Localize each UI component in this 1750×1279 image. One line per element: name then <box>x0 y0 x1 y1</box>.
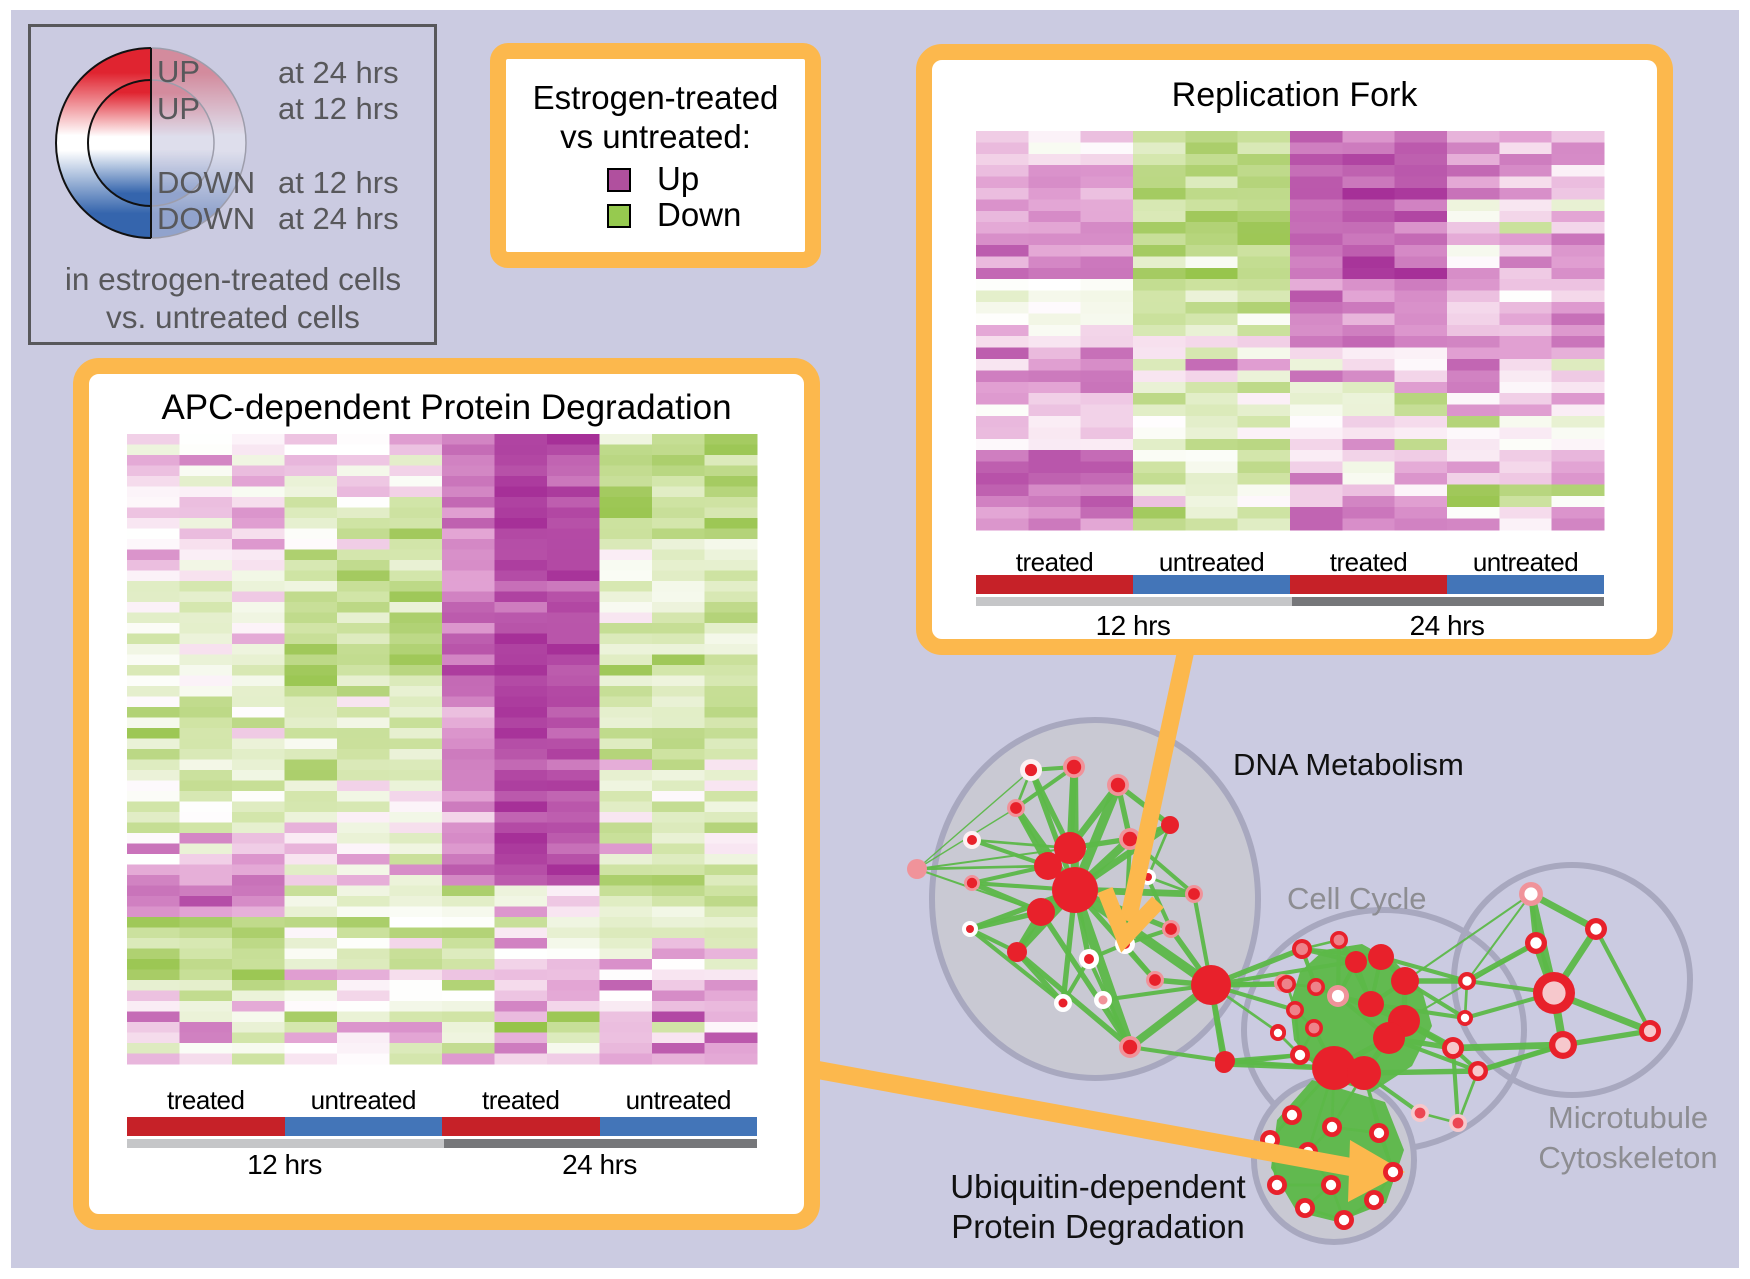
svg-text:Cytoskeleton: Cytoskeleton <box>1538 1140 1717 1175</box>
svg-text:DNA Metabolism: DNA Metabolism <box>1233 747 1464 782</box>
svg-text:Protein Degradation: Protein Degradation <box>951 1208 1245 1245</box>
svg-text:Microtubule: Microtubule <box>1548 1100 1708 1135</box>
svg-text:Cell Cycle: Cell Cycle <box>1287 881 1427 916</box>
svg-text:Ubiquitin-dependent: Ubiquitin-dependent <box>950 1168 1245 1205</box>
